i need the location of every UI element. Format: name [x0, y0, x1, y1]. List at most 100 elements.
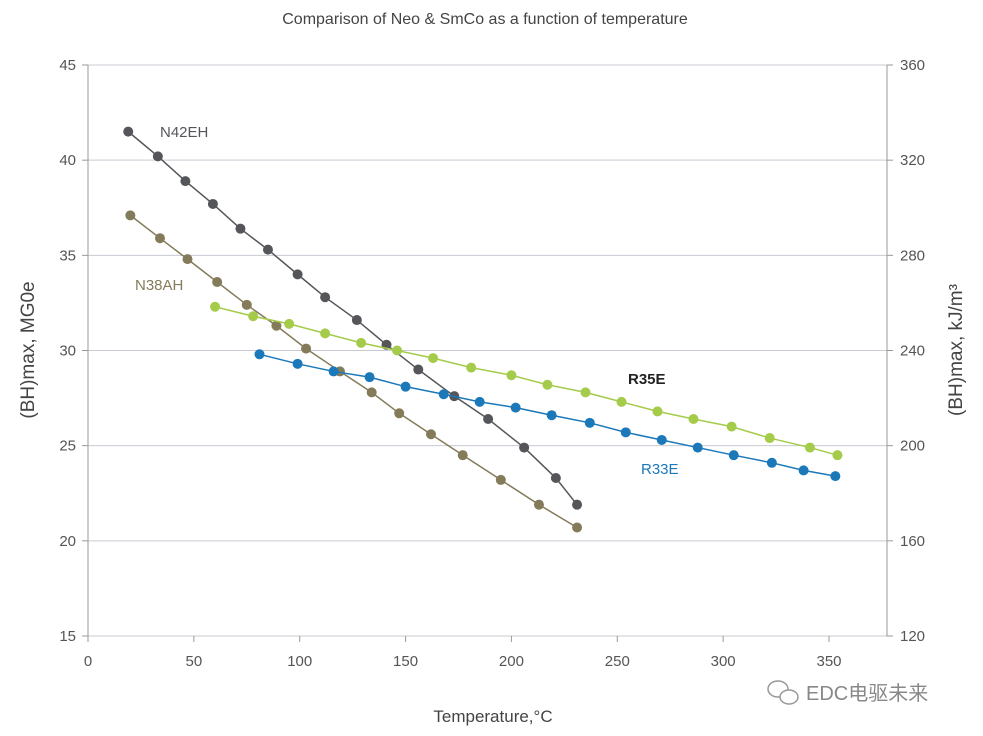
data-point [580, 387, 591, 398]
series-r35e [210, 301, 843, 461]
data-point [366, 387, 377, 398]
data-point [726, 421, 737, 432]
y-tick-label: 25 [59, 438, 76, 455]
data-point [413, 364, 424, 375]
data-point [154, 233, 165, 244]
data-point [356, 337, 367, 348]
data-point [271, 320, 282, 331]
axes: 15 20 25 30 35 40 45 120 160 200 240 280 320 360 0 50 10… [59, 57, 925, 670]
series-label-n38ah: N38AH [135, 277, 183, 294]
data-point [392, 345, 403, 356]
y2-tick-label: 200 [900, 438, 925, 455]
data-point [474, 396, 485, 407]
data-point [212, 276, 223, 287]
data-point [692, 442, 703, 453]
data-point [466, 362, 477, 373]
data-point [351, 315, 362, 326]
data-point [428, 353, 439, 364]
y-tick-label: 20 [59, 533, 76, 550]
y-tick-label: 35 [59, 247, 76, 264]
x-tick-label: 350 [816, 653, 841, 670]
y2-tick-label: 360 [900, 57, 925, 74]
data-point [550, 473, 561, 484]
data-point [584, 417, 595, 428]
data-point [262, 244, 273, 255]
data-point [123, 126, 134, 137]
series-n38ah [125, 210, 583, 533]
data-point [254, 349, 265, 360]
data-point [506, 370, 517, 381]
x-tick-label: 250 [605, 653, 630, 670]
y2-tick-label: 240 [900, 343, 925, 360]
data-point [688, 414, 699, 425]
data-point [533, 499, 544, 510]
data-point [510, 402, 521, 413]
y-tick-label: 30 [59, 343, 76, 360]
chart-title: Comparison of Neo & SmCo as a function o… [282, 11, 688, 28]
data-point [438, 389, 449, 400]
data-point [546, 410, 557, 421]
gridlines [88, 64, 887, 637]
x-tick-label: 100 [287, 653, 312, 670]
data-point [766, 457, 777, 468]
x-tick-label: 0 [84, 653, 92, 670]
data-point [457, 450, 468, 461]
wechat-icon [767, 680, 799, 705]
x-tick-label: 300 [711, 653, 736, 670]
data-point [207, 198, 218, 209]
data-point [572, 522, 583, 533]
data-point [425, 429, 436, 440]
data-point [320, 292, 331, 303]
data-point [180, 176, 191, 187]
series-group [123, 126, 843, 533]
data-point [328, 366, 339, 377]
data-point [292, 358, 303, 369]
data-point [656, 434, 667, 445]
data-point [210, 301, 221, 312]
data-point [320, 328, 331, 339]
data-point [292, 269, 303, 280]
data-point [804, 442, 815, 453]
data-point [832, 450, 843, 461]
data-point [301, 343, 312, 354]
series-line [214, 305, 838, 456]
x-tick-label: 50 [186, 653, 203, 670]
data-point [616, 396, 627, 407]
series-label-r35e: R35E [628, 371, 666, 388]
y2-axis-label: (BH)max, kJ/m³ [946, 284, 967, 416]
data-point [620, 427, 631, 438]
data-point [495, 474, 506, 485]
x-tick-label: 150 [393, 653, 418, 670]
y2-tick-label: 120 [900, 628, 925, 645]
y-tick-label: 15 [59, 628, 76, 645]
y2-tick-label: 320 [900, 152, 925, 169]
data-point [235, 223, 246, 234]
series-labels: N42EH N38AH R35E R33E [135, 124, 679, 478]
data-point [152, 151, 163, 162]
y-tick-label: 40 [59, 152, 76, 169]
watermark: EDC电驱未来 [767, 680, 928, 705]
data-point [248, 311, 259, 322]
data-point [364, 372, 375, 383]
data-point [519, 442, 530, 453]
data-point [483, 414, 494, 425]
data-point [241, 299, 252, 310]
x-axis-label: Temperature,°C [433, 707, 552, 726]
series-line [127, 131, 578, 506]
data-point [830, 471, 841, 482]
data-point [400, 381, 411, 392]
x-tick-label: 200 [499, 653, 524, 670]
y-axis-label: (BH)max, MG0e [18, 281, 39, 418]
series-r33e [254, 349, 841, 482]
data-point [764, 433, 775, 444]
data-point [728, 450, 739, 461]
y2-tick-label: 280 [900, 247, 925, 264]
series-label-r33e: R33E [641, 461, 679, 478]
y-tick-label: 45 [59, 57, 76, 74]
data-point [572, 499, 583, 510]
data-point [542, 379, 553, 390]
y2-tick-label: 160 [900, 533, 925, 550]
data-point [394, 408, 405, 419]
data-point [284, 318, 295, 329]
